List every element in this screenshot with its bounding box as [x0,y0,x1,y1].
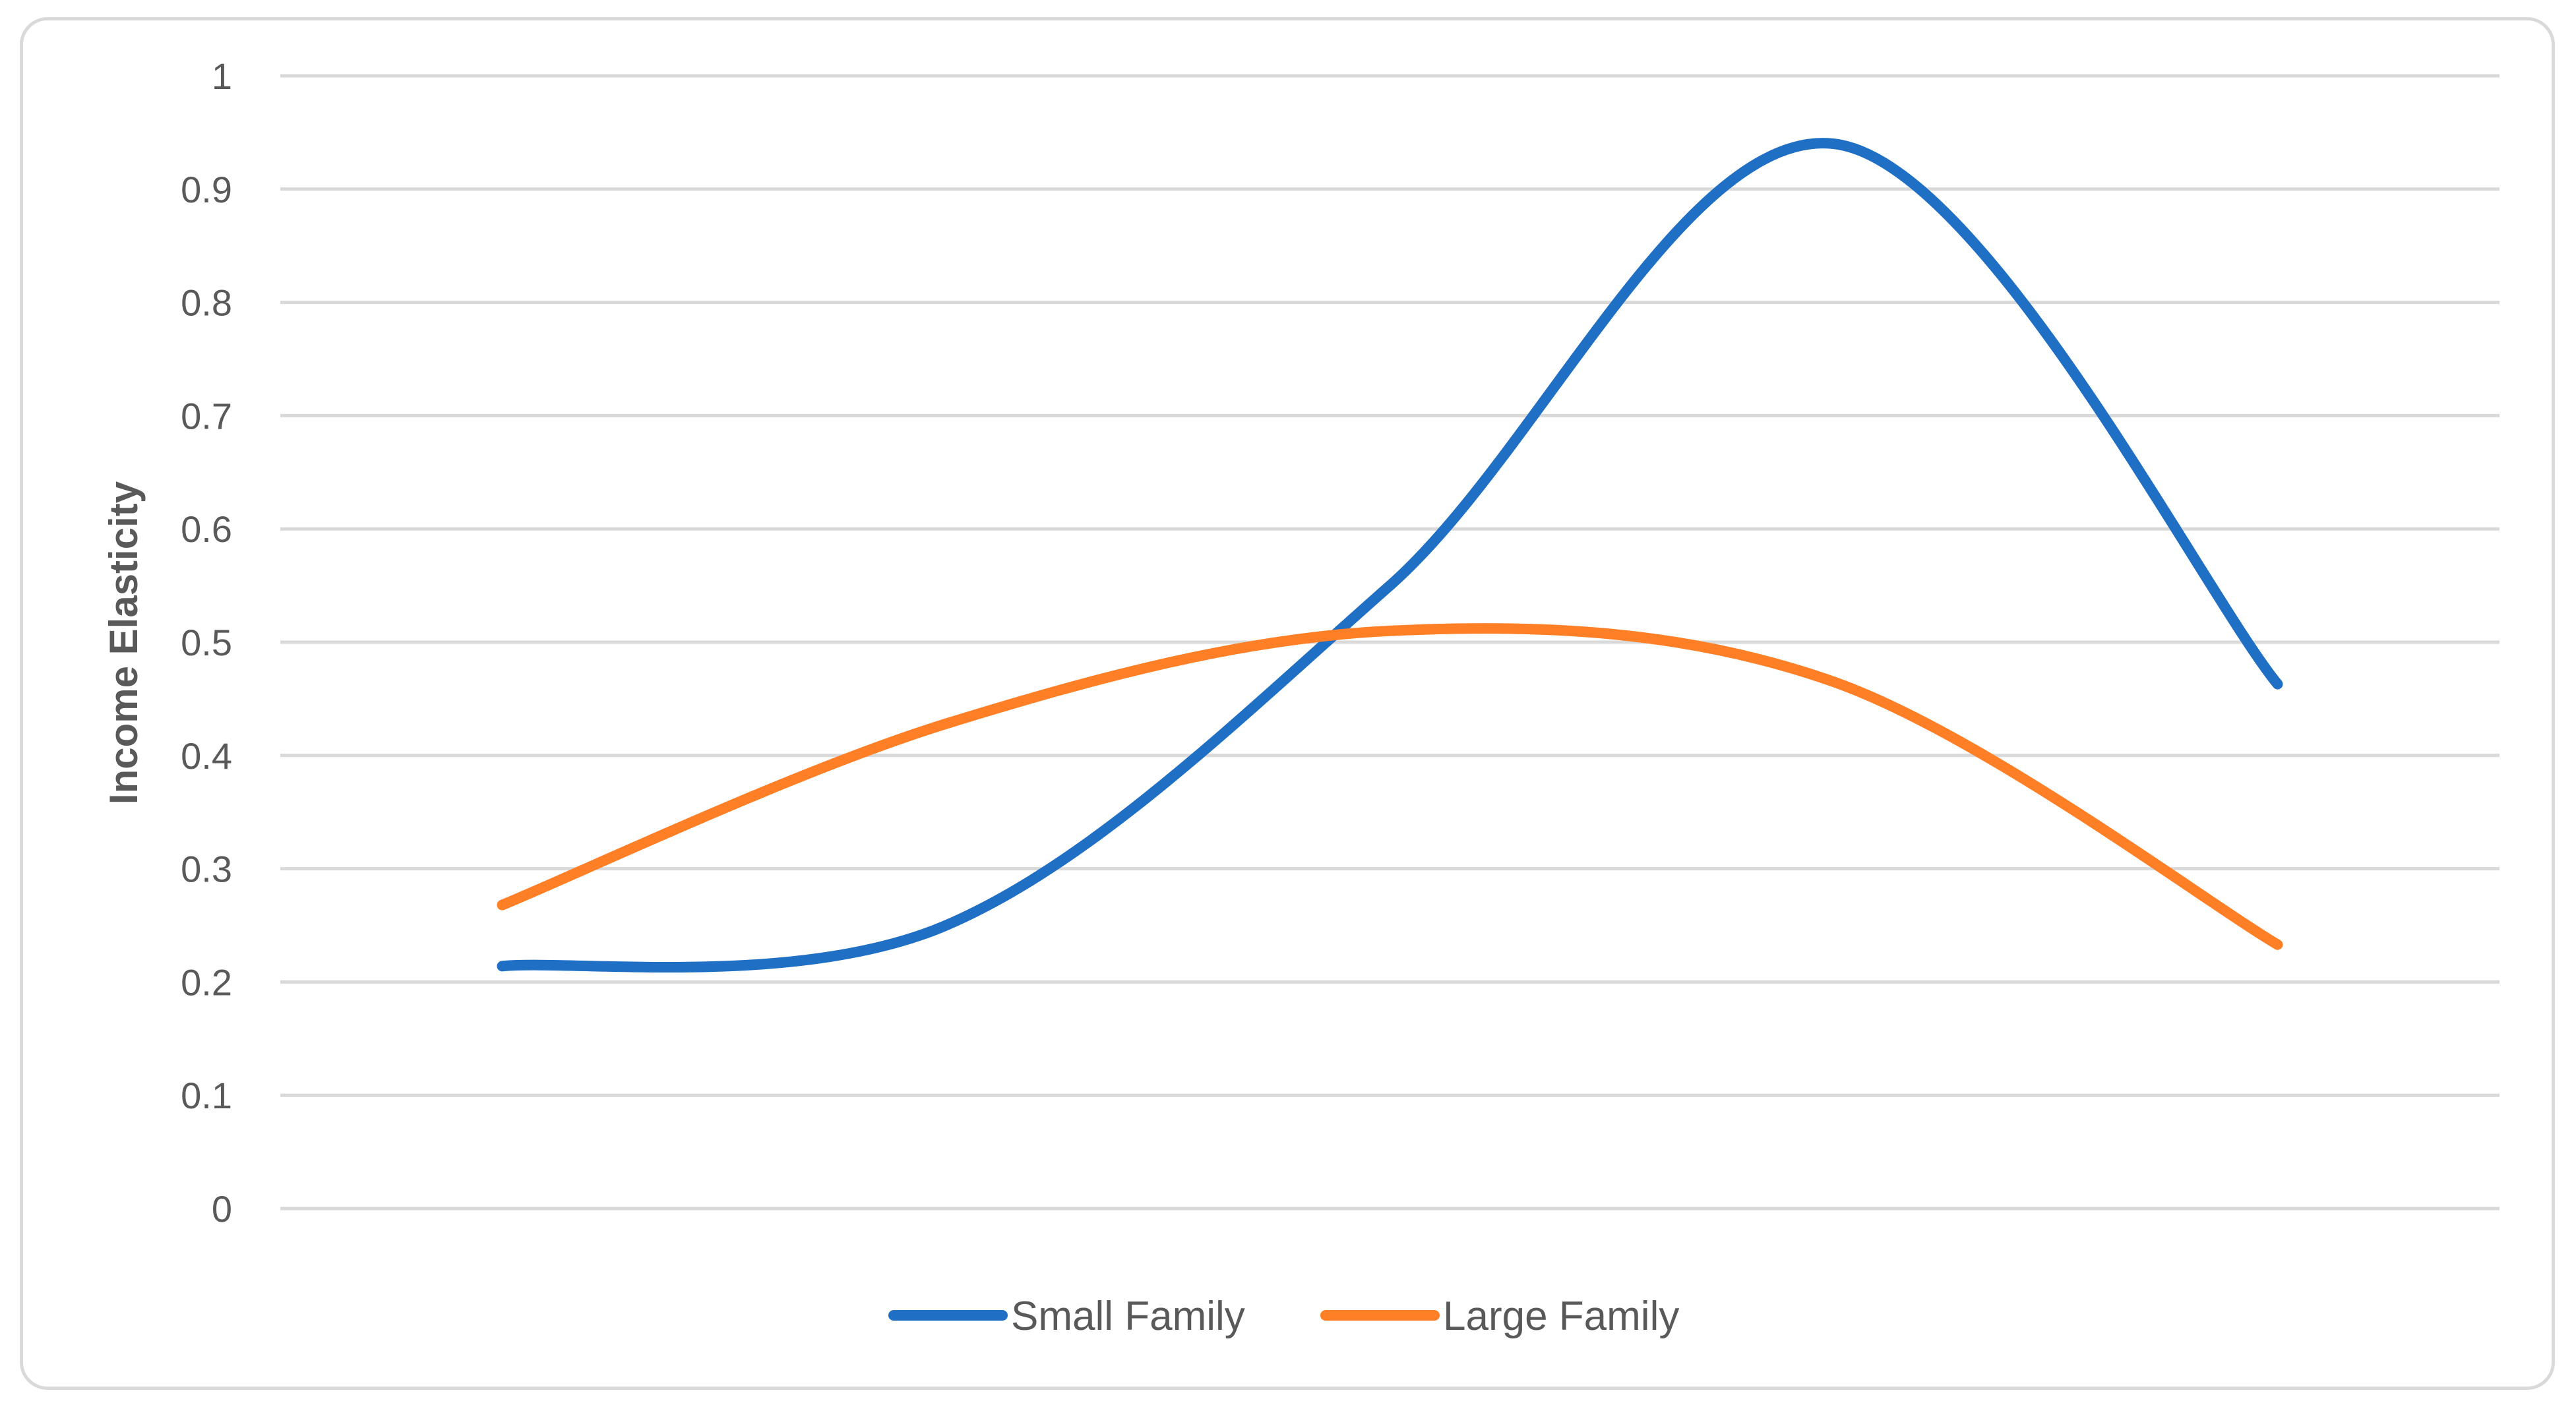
y-tick-label: 0.6 [181,508,232,550]
series-lines [497,138,2283,973]
series-line-large-family [497,623,2283,950]
legend-label: Large Family [1443,1294,1679,1339]
y-tick-label: 0.1 [181,1075,232,1116]
legend: Small Family Large Family [888,1294,1679,1339]
y-tick-label: 0.3 [181,849,232,890]
series-line-small-family [497,138,2283,973]
y-tick-label: 0.5 [181,622,232,663]
legend-label: Small Family [1011,1294,1245,1339]
y-axis-title: Income Elasticity [102,481,146,804]
y-tick-label: 0.7 [181,395,232,436]
y-axis-ticks: 0 0.1 0.2 0.3 0.4 0.5 0.6 0.7 0.8 0.9 1 [181,55,232,1230]
chart-frame [20,17,2555,1390]
y-tick-label: 0 [212,1188,232,1230]
y-tick-label: 0.4 [181,735,232,777]
gridlines [280,74,2499,1211]
y-tick-label: 0.9 [181,169,232,210]
y-tick-label: 0.8 [181,282,232,324]
y-tick-label: 1 [212,55,232,97]
y-tick-label: 0.2 [181,961,232,1003]
